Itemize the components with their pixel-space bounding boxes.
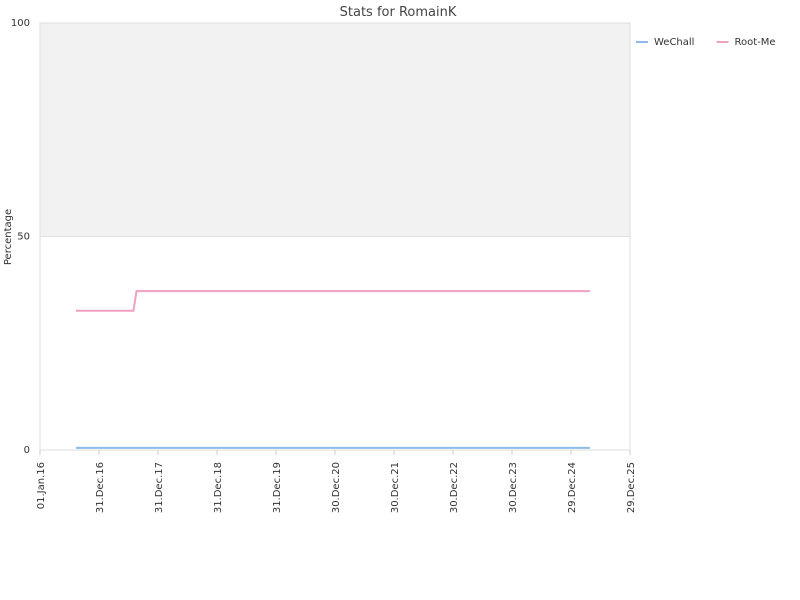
x-tick-label: 30.Dec.21 — [390, 462, 401, 513]
y-tick-label: 50 — [17, 232, 30, 243]
x-tick-label: 29.Dec.25 — [626, 462, 637, 513]
x-tick-label: 29.Dec.24 — [567, 462, 578, 513]
y-tick-label: 100 — [11, 18, 30, 29]
x-tick-label: 31.Dec.19 — [272, 462, 283, 513]
legend-label: WeChall — [654, 37, 694, 48]
y-axis-label: Percentage — [3, 209, 14, 265]
y-tick-label: 0 — [24, 445, 30, 456]
chart-title: Stats for RomainK — [340, 5, 457, 20]
series-line — [75, 290, 590, 312]
legend-label: Root-Me — [734, 37, 775, 48]
x-tick-label: 31.Dec.16 — [95, 462, 106, 513]
plot-band — [40, 23, 630, 237]
x-tick-label: 30.Dec.23 — [508, 462, 519, 513]
x-tick-label: 31.Dec.18 — [213, 462, 224, 513]
x-tick-label: 30.Dec.22 — [449, 462, 460, 513]
x-tick-label: 30.Dec.20 — [331, 462, 342, 513]
x-tick-label: 01.Jan.16 — [36, 462, 47, 509]
x-tick-label: 31.Dec.17 — [154, 462, 165, 513]
